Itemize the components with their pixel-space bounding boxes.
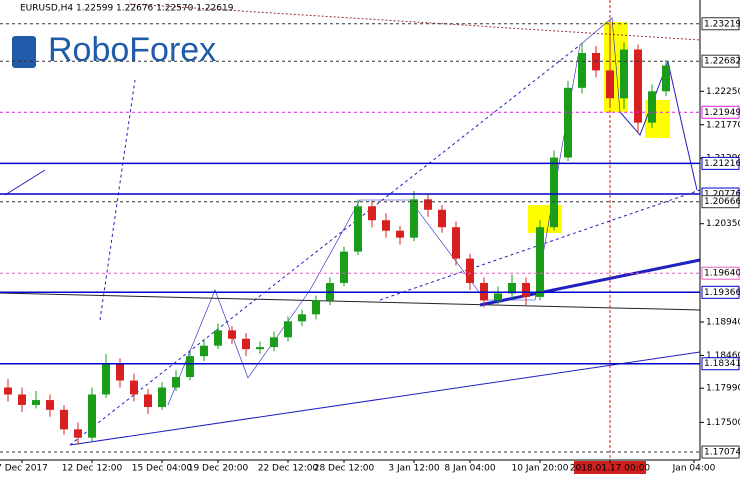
candle-body <box>144 394 152 408</box>
forecast-path <box>667 61 698 191</box>
level-label: 1.20776 <box>704 190 740 200</box>
chart-title: EURUSD,H4 1.22599 1.22676 1.22570 1.2261… <box>20 4 234 14</box>
candle-body <box>214 330 222 346</box>
x-tick-label: 8 Jan 04:00 <box>444 464 496 474</box>
candle-body <box>228 330 236 339</box>
x-tick-label: 10 Jan 20:00 <box>512 464 569 474</box>
candle-body <box>158 387 166 408</box>
x-tick-label: 2018.01.17 00:00 <box>570 464 651 474</box>
x-tick-label: 15 Dec 04:00 <box>132 464 193 474</box>
candle-body <box>18 394 26 405</box>
channel-line <box>99 79 136 321</box>
candle-body <box>284 321 292 338</box>
level-label: 1.22682 <box>704 57 740 67</box>
candle-body <box>368 206 376 221</box>
x-tick-label: 28 Dec 12:00 <box>314 464 375 474</box>
candle-body <box>298 314 306 322</box>
candle-body <box>88 394 96 438</box>
candle-body <box>354 206 362 252</box>
level-label: 1.23219 <box>704 19 740 29</box>
candle-body <box>536 227 544 297</box>
candle-body <box>4 387 12 395</box>
y-tick-label: 1.17500 <box>706 418 740 428</box>
x-tick-label: 19 Dec 20:00 <box>188 464 249 474</box>
candle-body <box>200 345 208 357</box>
candle-body <box>130 380 138 395</box>
level-label: 1.17074 <box>704 448 740 458</box>
logo-icon <box>12 36 36 68</box>
watermark: RoboForex <box>48 31 216 69</box>
trend-line <box>0 292 701 311</box>
level-label: 1.19640 <box>704 269 740 279</box>
level-label-box <box>701 105 740 119</box>
candle-body <box>662 65 670 92</box>
candle-body <box>256 347 264 350</box>
level-label-box <box>701 195 740 209</box>
candle-body <box>648 91 656 123</box>
y-tick-label: 1.21770 <box>706 120 740 130</box>
candle-body <box>312 300 320 315</box>
y-tick-label: 1.20350 <box>706 219 740 229</box>
candle-body <box>606 70 614 99</box>
x-tick-label: Jan 04:00 <box>672 464 716 474</box>
level-label-box <box>701 266 740 280</box>
level-label: 1.18341 <box>704 359 740 369</box>
y-tick-label: 1.18460 <box>706 351 740 361</box>
candle-body <box>242 338 250 350</box>
candle-body <box>270 337 278 348</box>
candle-body <box>410 199 418 238</box>
trend-line <box>4 169 46 196</box>
candle-body <box>522 282 530 297</box>
level-label: 1.21949 <box>704 108 740 118</box>
candle-body <box>564 87 572 158</box>
candle-body <box>32 400 40 405</box>
candle-body <box>116 363 124 381</box>
level-label-box <box>701 156 740 170</box>
level-label: 1.21216 <box>704 159 740 169</box>
candle-body <box>466 258 474 283</box>
candle-body <box>452 227 460 259</box>
level-label-box <box>701 357 740 371</box>
candle-body <box>634 49 642 123</box>
level-label-box <box>701 54 740 68</box>
level-label-box <box>701 285 740 299</box>
level-label: 1.19366 <box>704 288 740 298</box>
candle-body <box>186 356 194 378</box>
candle-body <box>74 429 82 438</box>
candle-body <box>60 409 68 430</box>
candle-body <box>46 400 54 410</box>
trend-line <box>129 3 701 41</box>
x-tick-label: 12 Dec 12:00 <box>62 464 123 474</box>
y-tick-label: 1.18940 <box>706 318 740 328</box>
candle-body <box>172 377 180 388</box>
candle-body <box>396 230 404 238</box>
forecast-path <box>619 61 669 136</box>
candle-body <box>382 220 390 231</box>
candle-body <box>102 363 110 395</box>
level-label: 1.20666 <box>704 197 740 207</box>
trend-line <box>479 258 701 307</box>
y-tick-label: 1.17990 <box>706 384 740 394</box>
x-tick-label: 3 Jan 12:00 <box>388 464 440 474</box>
x-tick-label: 7 Dec 2017 <box>0 464 48 474</box>
level-label-box <box>701 17 740 31</box>
x-marker-box <box>574 461 646 474</box>
y-tick-label: 1.22250 <box>706 87 740 97</box>
candle-body <box>620 49 628 99</box>
level-label-box <box>701 445 740 459</box>
trend-line <box>69 351 701 446</box>
candle-body <box>424 199 432 210</box>
candle-body <box>438 209 446 228</box>
candle-body <box>550 157 558 228</box>
candle-body <box>340 251 348 283</box>
channel-line <box>69 44 581 446</box>
candle-body <box>508 282 516 294</box>
candle-body <box>578 52 586 88</box>
x-tick-label: 22 Dec 12:00 <box>258 464 319 474</box>
candle-body <box>494 293 502 301</box>
